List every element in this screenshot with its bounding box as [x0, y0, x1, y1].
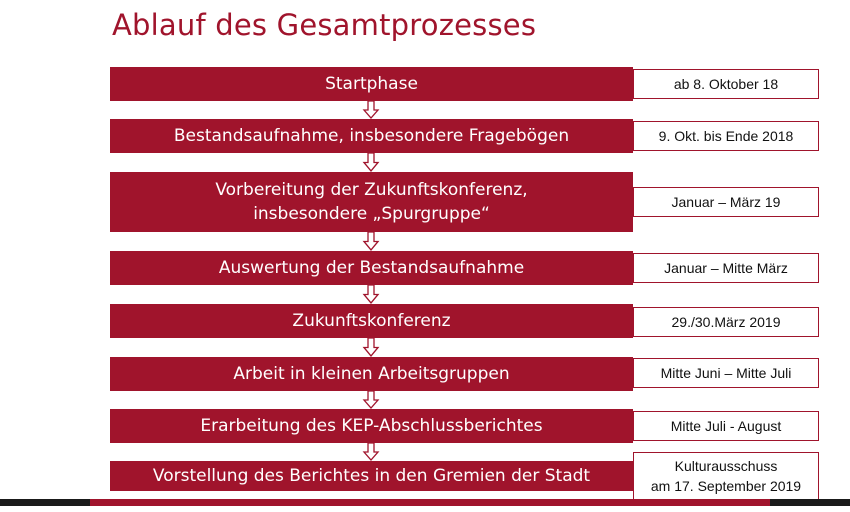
date-abschlussbericht: Mitte Juli - August [633, 411, 819, 441]
phase-arbeitsgruppen: Arbeit in kleinen Arbeitsgruppen [110, 357, 633, 391]
date-zukunftskonferenz: 29./30.März 2019 [633, 307, 819, 337]
phase-bestandsaufnahme: Bestandsaufnahme, insbesondere Frageböge… [110, 119, 633, 153]
down-arrow-icon [362, 153, 380, 172]
phase-abschlussbericht: Erarbeitung des KEP-Abschlussberichtes [110, 409, 633, 443]
down-arrow-icon [362, 101, 380, 119]
phase-startphase: Startphase [110, 67, 633, 101]
phase-vorbereitung: Vorbereitung der Zukunftskonferenz, insb… [110, 172, 633, 232]
phase-auswertung: Auswertung der Bestandsaufnahme [110, 251, 633, 285]
page-title: Ablauf des Gesamtprozesses [112, 8, 537, 42]
date-vorstellung: Kulturausschuss am 17. September 2019 [633, 452, 819, 500]
down-arrow-icon [362, 391, 380, 409]
down-arrow-icon [362, 285, 380, 304]
date-startphase: ab 8. Oktober 18 [633, 69, 819, 99]
down-arrow-icon [362, 338, 380, 357]
phase-vorstellung: Vorstellung des Berichtes in den Gremien… [110, 461, 633, 491]
down-arrow-icon [362, 232, 380, 251]
date-arbeitsgruppen: Mitte Juni – Mitte Juli [633, 358, 819, 388]
footer-accent-bar [90, 499, 770, 506]
date-bestandsaufnahme: 9. Okt. bis Ende 2018 [633, 121, 819, 151]
phase-zukunftskonferenz: Zukunftskonferenz [110, 304, 633, 338]
down-arrow-icon [362, 443, 380, 461]
date-vorbereitung: Januar – März 19 [633, 187, 819, 217]
date-auswertung: Januar – Mitte März [633, 253, 819, 283]
